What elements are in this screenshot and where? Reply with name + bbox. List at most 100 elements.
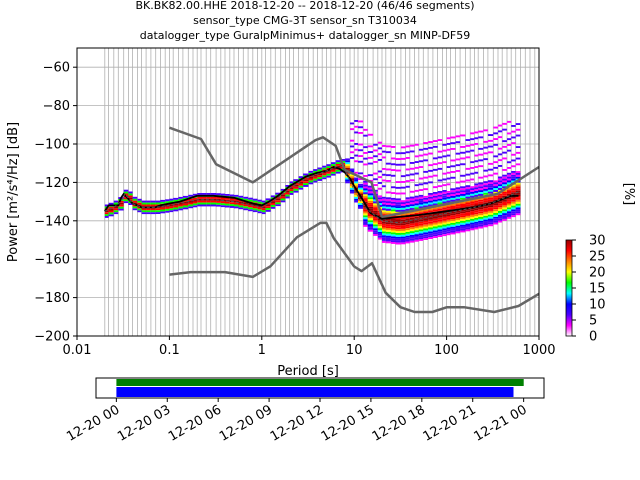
psd-density-cell (483, 225, 488, 228)
psd-density-cell (493, 213, 498, 215)
psd-density-cell (400, 204, 406, 206)
psd-density-cell (483, 140, 488, 143)
psd-density-cell (498, 218, 503, 221)
psd-density-cell (409, 240, 415, 243)
psd-density-cell (493, 191, 498, 194)
psd-density-cell (377, 195, 382, 198)
psd-density-cell (493, 180, 498, 183)
psd-density-cell (515, 182, 521, 185)
psd-density-cell (382, 173, 386, 176)
psd-density-cell (455, 170, 461, 172)
psd-density-cell (373, 232, 378, 234)
psd-density-cell (450, 136, 456, 139)
psd-density-cell (432, 209, 438, 212)
psd-density-cell (450, 165, 456, 168)
psd-density-cell (455, 218, 461, 220)
psd-density-cell (487, 184, 494, 186)
y-tick-label: −160 (34, 253, 70, 268)
psd-density-cell (128, 191, 133, 194)
psd-density-cell (363, 209, 368, 212)
psd-density-cell (405, 231, 410, 234)
psd-density-cell (391, 228, 396, 231)
psd-density-cell (498, 159, 503, 162)
psd-density-cell (400, 236, 406, 239)
psd-density-cell (493, 197, 498, 200)
psd-density-cell (400, 202, 406, 204)
psd-density-cell (442, 209, 447, 212)
psd-density-cell (483, 187, 488, 189)
psd-density-cell (382, 156, 386, 159)
psd-density-cell (363, 190, 368, 193)
psd-density-cell (128, 203, 133, 205)
psd-density-cell (465, 208, 471, 211)
psd-density-cell (465, 156, 471, 159)
psd-density-cell (507, 188, 512, 190)
psd-density-cell (446, 177, 451, 180)
psd-density-cell (395, 206, 401, 208)
psd-density-cell (432, 199, 438, 202)
psd-density-cell (493, 211, 498, 213)
colorbar-tick-label: 15 (589, 282, 606, 297)
psd-density-cell (478, 199, 484, 202)
psd-density-cell (391, 219, 396, 221)
psd-density-cell (428, 169, 433, 172)
psd-density-cell (391, 205, 396, 208)
psd-density-cell (507, 172, 512, 175)
psd-density-cell (303, 179, 309, 182)
psd-density-cell (363, 146, 368, 149)
psd-density-cell (229, 198, 234, 201)
psd-density-cell (455, 196, 461, 199)
psd-density-cell (450, 205, 456, 208)
psd-density-cell (220, 197, 225, 200)
psd-density-cell (465, 167, 471, 170)
psd-density-cell (391, 192, 396, 194)
psd-density-cell (363, 196, 368, 198)
psd-density-cell (210, 193, 217, 195)
title-line-1: BK.BK82.00.HHE 2018-12-20 -- 2018-12-20 … (135, 0, 474, 12)
psd-density-cell (225, 205, 230, 208)
psd-density-cell (502, 140, 507, 143)
psd-density-cell (395, 204, 401, 207)
psd-density-cell (511, 196, 516, 198)
x-axis-ticks: 0.01 0.1 1 10 100 1000 (63, 336, 556, 358)
psd-density-cell (150, 210, 156, 213)
psd-density-cell (132, 196, 138, 199)
psd-density-cell (367, 189, 374, 192)
psd-density-cell (377, 228, 382, 230)
psd-density-cell (437, 235, 443, 237)
psd-density-cell (400, 238, 406, 241)
psd-density-cell (354, 198, 358, 201)
psd-density-cell (498, 188, 503, 190)
psd-density-cell (511, 199, 516, 202)
psd-density-cell (465, 206, 471, 209)
psd-density-cell (354, 179, 358, 182)
psd-density-cell (487, 168, 494, 171)
psd-density-cell (322, 171, 327, 174)
psd-density-cell (358, 155, 364, 157)
psd-density-cell (460, 215, 466, 217)
psd-density-cell (367, 220, 374, 223)
psd-density-cell (298, 185, 304, 188)
psd-density-cell (465, 217, 471, 220)
psd-density-cell (465, 185, 471, 188)
psd-density-cell (478, 211, 484, 214)
psd-density-cell (280, 188, 286, 191)
psd-density-cell (373, 161, 378, 163)
psd-density-cell (257, 207, 262, 210)
psd-density-cell (141, 204, 147, 207)
colorbar-tick-label: 25 (589, 250, 606, 265)
psd-density-cell (182, 199, 189, 202)
psd-density-cell (423, 211, 428, 214)
psd-density-cell (460, 209, 466, 212)
psd-density-cell (285, 190, 290, 193)
psd-density-cell (367, 206, 374, 209)
psd-density-cell (474, 189, 479, 191)
psd-density-cell (206, 204, 211, 207)
psd-density-cell (446, 137, 451, 140)
psd-density-cell (178, 202, 183, 205)
psd-density-cell (280, 198, 286, 201)
psd-density-cell (487, 207, 494, 209)
psd-density-cell (437, 227, 443, 230)
psd-density-cell (493, 218, 498, 221)
